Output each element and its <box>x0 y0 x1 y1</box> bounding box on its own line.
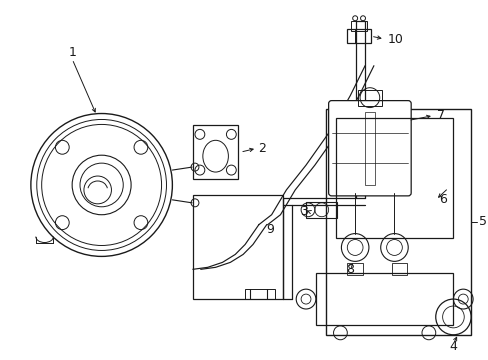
Text: 2: 2 <box>257 142 265 155</box>
Bar <box>305 202 337 218</box>
Bar <box>325 109 470 335</box>
Bar <box>315 273 452 325</box>
Text: 7: 7 <box>436 109 444 122</box>
Bar <box>346 264 362 275</box>
Text: 10: 10 <box>387 33 403 46</box>
Bar <box>364 112 374 185</box>
Bar <box>350 21 366 31</box>
Text: 8: 8 <box>346 263 353 276</box>
Bar <box>357 90 381 105</box>
Text: 3: 3 <box>300 205 307 218</box>
Bar <box>335 118 452 238</box>
Text: 1: 1 <box>68 46 76 59</box>
Bar <box>193 195 283 299</box>
Bar <box>244 289 274 299</box>
Bar <box>193 125 238 179</box>
Bar <box>391 264 407 275</box>
Text: 6: 6 <box>438 193 446 206</box>
FancyBboxPatch shape <box>328 100 410 196</box>
Bar <box>346 29 370 43</box>
Text: 9: 9 <box>266 223 274 236</box>
Text: 4: 4 <box>448 340 456 353</box>
Text: 5: 5 <box>478 215 486 228</box>
